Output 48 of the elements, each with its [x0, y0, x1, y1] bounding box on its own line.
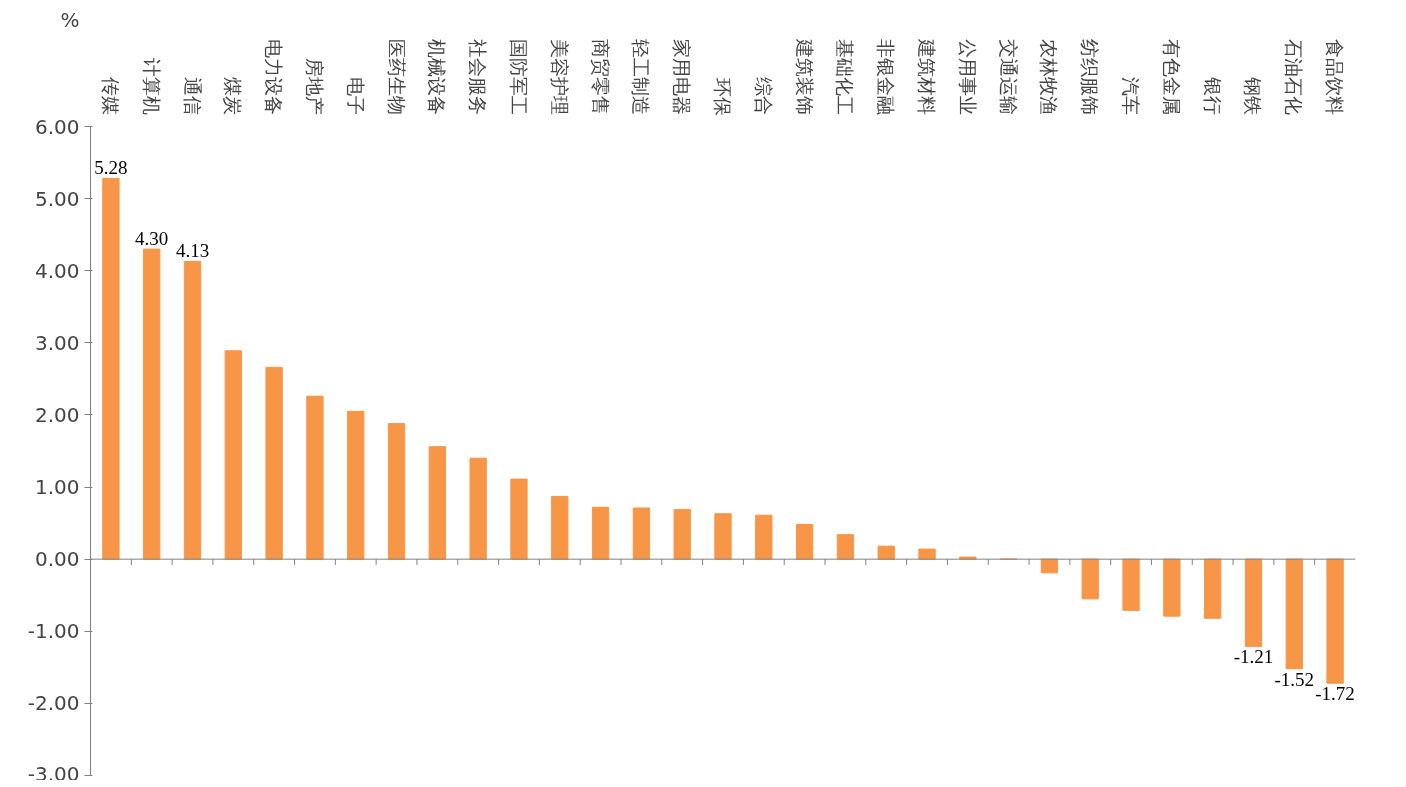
- y-tick-label: 2.00: [34, 402, 80, 427]
- x-tick-label: 综合: [752, 77, 775, 116]
- x-tick-label: 石油石化: [1283, 39, 1306, 116]
- y-tick-label: -1.00: [27, 619, 80, 644]
- x-tick-label: 计算机: [140, 58, 163, 116]
- x-tick-label: 交通运输: [997, 39, 1020, 116]
- y-tick-label: -2.00: [27, 691, 80, 716]
- x-tick-label: 建筑材料: [916, 38, 939, 116]
- data-label: -1.72: [1315, 683, 1355, 705]
- x-tick-label: 食品饮料: [1324, 39, 1347, 116]
- data-label: -1.21: [1233, 646, 1274, 668]
- x-tick-label: 电力设备: [263, 39, 286, 116]
- x-tick-label: 公用事业: [956, 39, 979, 116]
- data-label: 4.13: [175, 240, 210, 262]
- x-tick-label: 汽车: [1120, 77, 1143, 116]
- y-tick-label: -3.00: [27, 761, 80, 786]
- x-tick-label: 社会服务: [467, 39, 490, 116]
- x-tick-label: 煤炭: [222, 77, 245, 116]
- x-tick-label: 电子: [344, 77, 367, 116]
- x-tick-label: 非银金融: [875, 39, 898, 116]
- y-tick-label: 5.00: [34, 186, 80, 211]
- x-tick-label: 环保: [712, 77, 734, 116]
- x-tick-label: 轻工制造: [630, 39, 653, 116]
- x-tick-label: 建筑装饰: [793, 38, 816, 116]
- data-label: 4.30: [135, 228, 169, 250]
- y-tick-label: 1.00: [34, 475, 80, 500]
- data-label: -1.52: [1274, 668, 1315, 690]
- x-tick-label: 国防军工: [507, 39, 530, 116]
- x-tick-label: 机械设备: [426, 39, 449, 116]
- x-tick-label: 商贸零售: [589, 39, 612, 116]
- x-tick-label: 基础化工: [834, 39, 857, 116]
- x-tick-label: 传媒: [99, 77, 122, 116]
- x-tick-label: 纺织服饰: [1079, 39, 1102, 116]
- x-tick-label: 美容护理: [548, 39, 571, 116]
- y-tick-label: 3.00: [34, 330, 80, 355]
- x-tick-label: 房地产: [303, 58, 326, 116]
- x-tick-label: 医药生物: [385, 39, 408, 116]
- x-tick-label: 钢铁: [1242, 76, 1265, 116]
- y-axis-title: %: [60, 7, 80, 32]
- y-tick-label: 6.00: [34, 114, 80, 139]
- x-tick-label: 银行: [1201, 76, 1224, 116]
- x-tick-label: 农林牧渔: [1038, 39, 1061, 116]
- x-tick-label: 家用电器: [671, 39, 694, 116]
- y-tick-label: 0.00: [34, 547, 80, 572]
- x-tick-label: 有色金属: [1160, 39, 1183, 116]
- x-tick-label: 通信: [181, 77, 204, 116]
- data-label: 5.28: [94, 157, 128, 179]
- y-tick-label: 4.00: [34, 258, 80, 283]
